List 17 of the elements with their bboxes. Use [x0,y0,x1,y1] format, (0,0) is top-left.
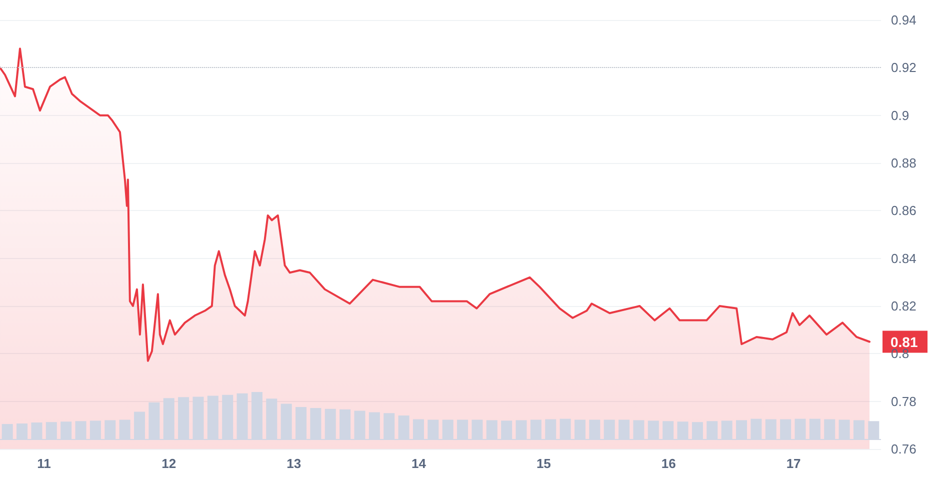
x-tick-label: 13 [286,456,302,471]
y-tick-label: 0.92 [891,60,916,76]
x-tick-label: 15 [536,456,551,471]
y-tick-label: 0.76 [891,442,916,456]
x-tick-label: 12 [162,456,176,471]
y-tick-label: 0.86 [891,203,916,218]
y-tick-label: 0.88 [891,156,916,170]
y-tick-label: 0.82 [891,298,916,314]
x-tick-label: 17 [786,456,801,471]
y-tick-label: 0.9 [891,108,910,123]
x-tick-label: 16 [661,456,676,471]
x-tick-label: 11 [37,456,51,471]
x-tick-label: 14 [412,456,427,471]
annotation: 0.81 [890,334,918,350]
y-tick-label: 0.78 [891,394,916,409]
y-tick-label: 0.94 [891,12,916,28]
y-tick-label: 0.84 [891,250,916,266]
